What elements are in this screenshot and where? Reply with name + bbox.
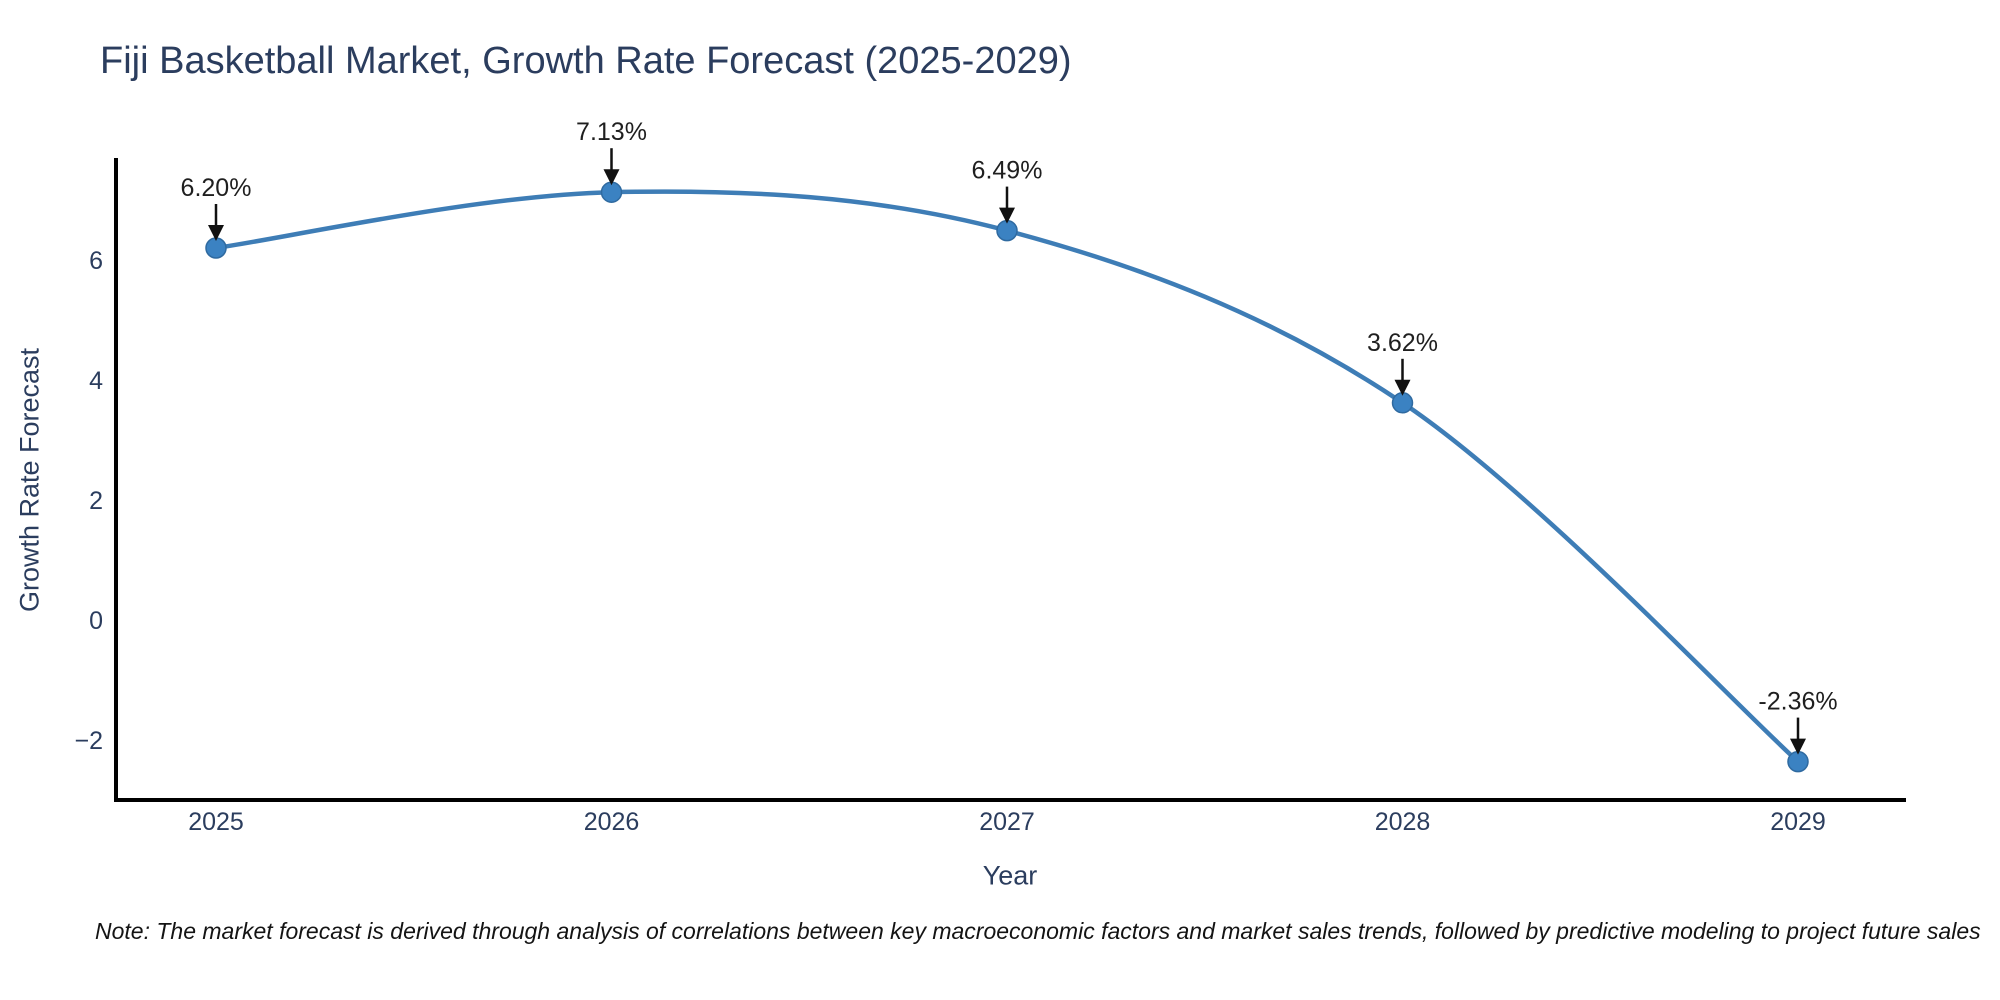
point-annotation-label: 3.62% — [1367, 329, 1438, 357]
point-annotation-label: -2.36% — [1758, 688, 1837, 716]
x-tick-label: 2027 — [979, 808, 1035, 836]
annotation-arrow-head — [1394, 379, 1411, 396]
point-annotation-label: 6.49% — [972, 157, 1043, 185]
y-tick-label: 2 — [89, 487, 103, 515]
y-tick-label: 4 — [89, 367, 103, 395]
annotation-arrow-head — [1790, 738, 1806, 755]
x-tick-label: 2026 — [584, 808, 640, 836]
y-axis-title: Growth Rate Forecast — [14, 347, 45, 613]
y-tick-label: 0 — [89, 607, 103, 635]
annotation-arrow-head — [603, 169, 620, 186]
x-axis-title: Year — [982, 860, 1038, 891]
annotation-arrow-head — [999, 207, 1015, 224]
annotation-arrow-head — [208, 225, 224, 241]
x-tick-label: 2028 — [1375, 808, 1431, 836]
trend-line — [213, 189, 1801, 764]
footnote: Note: The market forecast is derived thr… — [95, 918, 1981, 944]
x-tick-label: 2025 — [188, 808, 244, 836]
y-tick-label: −2 — [74, 727, 103, 755]
point-annotation-label: 6.20% — [181, 174, 252, 202]
x-tick-label: 2029 — [1770, 808, 1826, 836]
chart-title: Fiji Basketball Market, Growth Rate Fore… — [100, 40, 1072, 82]
y-tick-label: 6 — [89, 247, 103, 275]
point-annotation-label: 7.13% — [576, 118, 647, 146]
